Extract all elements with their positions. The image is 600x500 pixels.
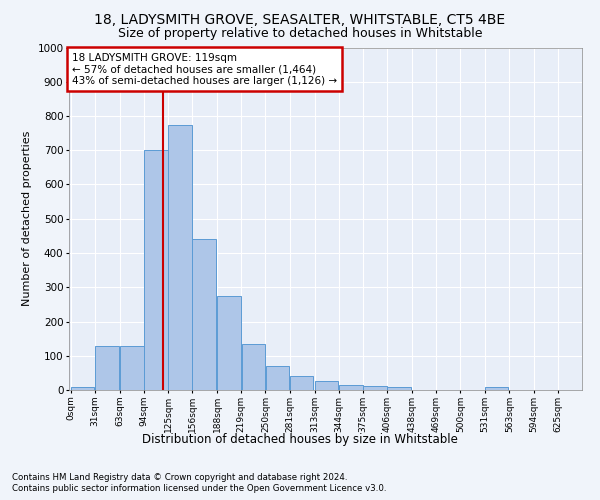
Bar — [290, 376, 313, 390]
Bar — [315, 382, 338, 390]
Bar — [388, 388, 411, 390]
Text: Distribution of detached houses by size in Whitstable: Distribution of detached houses by size … — [142, 432, 458, 446]
Bar — [363, 386, 387, 390]
Bar — [144, 150, 168, 390]
Text: Contains HM Land Registry data © Crown copyright and database right 2024.: Contains HM Land Registry data © Crown c… — [12, 472, 347, 482]
Text: Contains public sector information licensed under the Open Government Licence v3: Contains public sector information licen… — [12, 484, 386, 493]
Bar — [266, 366, 289, 390]
Bar — [95, 346, 119, 390]
Bar — [71, 388, 94, 390]
Text: 18 LADYSMITH GROVE: 119sqm
← 57% of detached houses are smaller (1,464)
43% of s: 18 LADYSMITH GROVE: 119sqm ← 57% of deta… — [72, 52, 337, 86]
Text: Size of property relative to detached houses in Whitstable: Size of property relative to detached ho… — [118, 28, 482, 40]
Bar — [242, 344, 265, 390]
Bar — [120, 346, 143, 390]
Y-axis label: Number of detached properties: Number of detached properties — [22, 131, 32, 306]
Text: 18, LADYSMITH GROVE, SEASALTER, WHITSTABLE, CT5 4BE: 18, LADYSMITH GROVE, SEASALTER, WHITSTAB… — [94, 12, 506, 26]
Bar — [339, 385, 362, 390]
Bar — [217, 296, 241, 390]
Bar — [485, 386, 508, 390]
Bar — [193, 240, 216, 390]
Bar — [169, 124, 192, 390]
